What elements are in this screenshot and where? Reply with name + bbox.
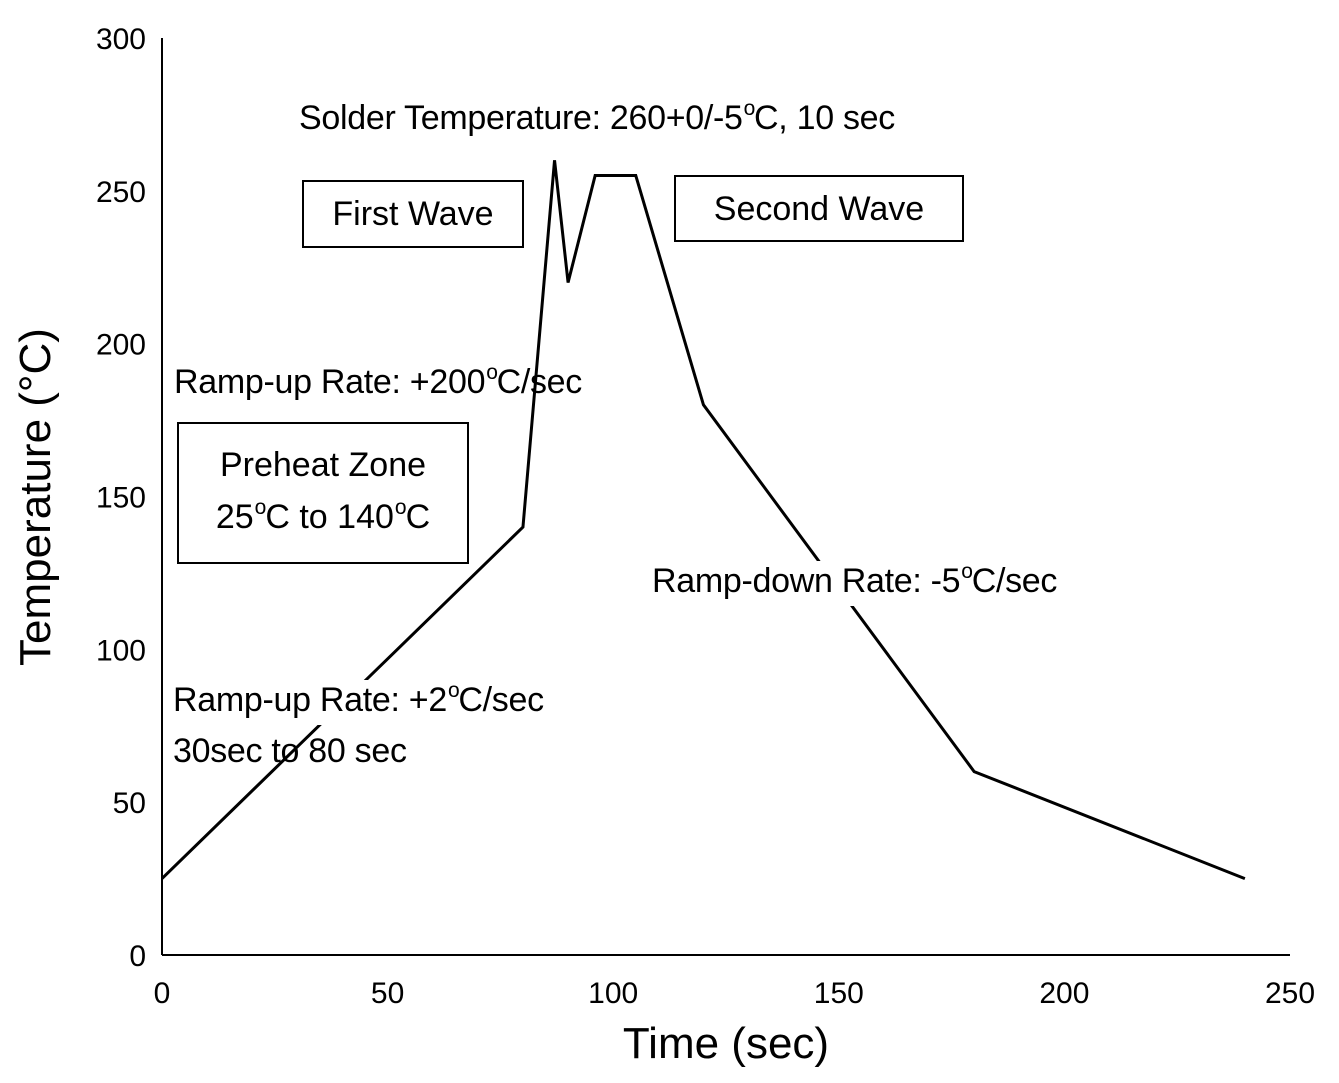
x-tick-label: 100 <box>588 977 638 1010</box>
x-tick-label: 250 <box>1265 977 1315 1010</box>
preheat-zone-box: Preheat Zone 25oC to 140oC <box>177 422 469 564</box>
y-axis-title: Temperature (°C) <box>11 328 60 666</box>
y-tick-label: 0 <box>129 940 146 973</box>
preheat-zone-range: 25oC to 140oC <box>215 495 431 536</box>
y-tick-label: 100 <box>96 634 146 667</box>
second-wave-box: Second Wave <box>674 175 964 242</box>
series-marks <box>160 160 1246 880</box>
second-wave-label: Second Wave <box>713 189 925 228</box>
ramp-up-fast-annotation: Ramp-up Rate: +200oC/sec <box>174 361 582 401</box>
x-ticks: 0 50 100 150 200 250 <box>154 977 1315 1010</box>
x-tick-label: 200 <box>1039 977 1089 1010</box>
ramp-up-slow-time-annotation: 30sec to 80 sec <box>173 732 407 770</box>
ramp-up-slow-annotation: Ramp-up Rate: +2oC/sec <box>173 679 544 725</box>
solder-temperature-annotation: Solder Temperature: 260+0/-5oC, 10 sec <box>299 97 895 137</box>
ramp-down-annotation: Ramp-down Rate: -5oC/sec <box>652 560 1057 606</box>
x-tick-label: 150 <box>814 977 864 1010</box>
x-tick-label: 0 <box>154 977 171 1010</box>
first-wave-box: First Wave <box>302 180 524 248</box>
y-tick-label: 50 <box>113 787 146 820</box>
y-tick-label: 300 <box>96 23 146 56</box>
x-tick-label: 50 <box>371 977 404 1010</box>
y-tick-label: 200 <box>96 329 146 362</box>
y-tick-label: 150 <box>96 482 146 515</box>
x-axis-title: Time (sec) <box>623 1019 829 1068</box>
preheat-zone-title: Preheat Zone <box>219 445 427 484</box>
y-ticks: 0 50 100 150 200 250 300 <box>96 23 146 973</box>
first-wave-label: First Wave <box>332 195 494 233</box>
y-tick-label: 250 <box>96 176 146 209</box>
series-line-0 <box>160 160 1246 880</box>
